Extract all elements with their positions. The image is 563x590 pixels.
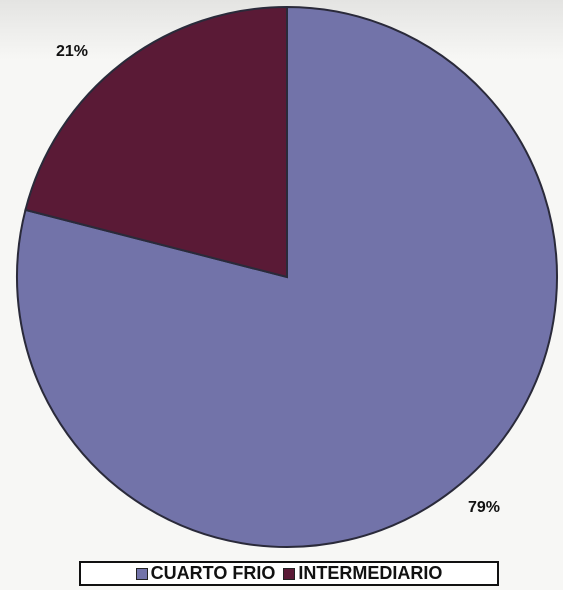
legend-item-intermediario: INTERMEDIARIO <box>283 563 442 584</box>
pie-slice-intermediario <box>24 5 288 279</box>
legend-label-cuarto-frio: CUARTO FRIO <box>150 563 276 583</box>
legend-swatch-cuarto-frio <box>135 567 148 580</box>
chart-legend: CUARTO FRIO INTERMEDIARIO <box>79 561 499 586</box>
legend-swatch-intermediario <box>283 567 296 580</box>
pie-chart: 79% 21% <box>16 5 558 548</box>
slice-label-cuarto-frio: 79% <box>468 499 500 516</box>
slice-label-intermediario: 21% <box>56 43 88 60</box>
legend-label-intermediario: INTERMEDIARIO <box>298 563 443 583</box>
legend-item-cuarto-frio: CUARTO FRIO <box>135 563 276 584</box>
